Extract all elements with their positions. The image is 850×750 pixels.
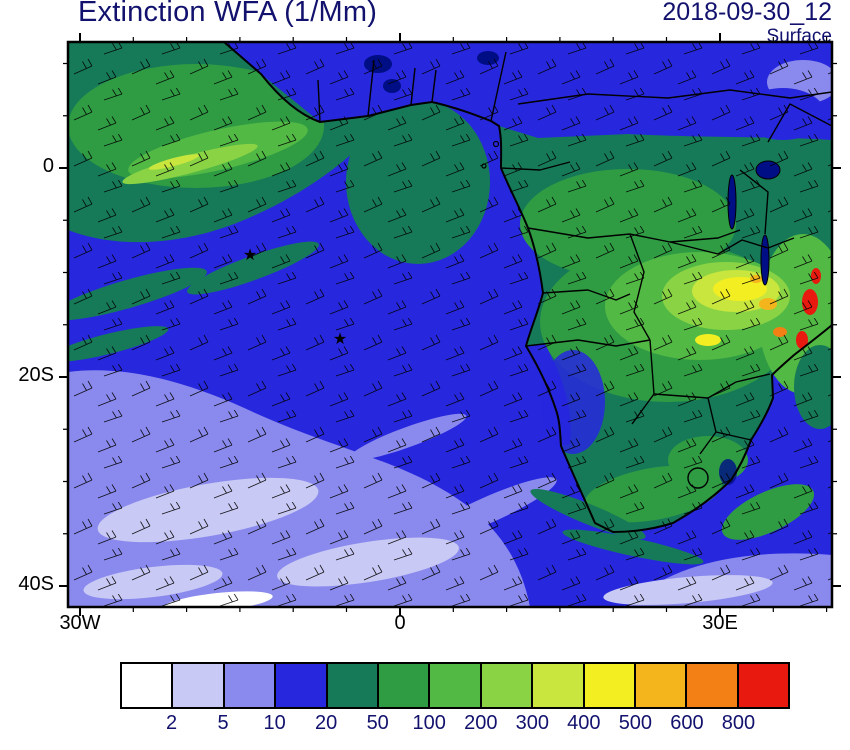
colorbar-tick-label: 400 <box>567 712 601 734</box>
colorbar-tick-label: 300 <box>515 712 549 734</box>
colorbar-cell <box>327 664 379 707</box>
colorbar-cell <box>430 664 482 707</box>
star-marker: ★ <box>333 331 347 348</box>
colorbar-cell <box>173 664 225 707</box>
y-tick-label-40s: 40S <box>18 573 54 595</box>
colorbar-tick-label: 100 <box>412 712 446 734</box>
star-marker: ★ <box>243 247 257 264</box>
colorbar-tick-label: 600 <box>670 712 704 734</box>
colorbar-cell <box>276 664 328 707</box>
colorbar-tick-label: 50 <box>366 712 389 734</box>
wind-barbs-overlay <box>68 42 832 607</box>
colorbar-cell <box>584 664 636 707</box>
colorbar <box>120 662 790 709</box>
colorbar-tick-label: 200 <box>464 712 498 734</box>
colorbar-tick-label: 5 <box>217 712 229 734</box>
colorbar-cell <box>533 664 585 707</box>
colorbar-cell <box>687 664 739 707</box>
station-markers: ★ ★ <box>243 247 347 348</box>
x-tick-label-0: 0 <box>394 612 406 634</box>
colorbar-tick-label: 800 <box>721 712 756 734</box>
colorbar-tick-label: 10 <box>263 712 286 734</box>
colorbar-cell <box>738 664 789 707</box>
x-tick-label-30e: 30E <box>702 612 738 634</box>
plot-title: Extinction WFA (1/Mm) <box>78 0 378 28</box>
colorbar-cell <box>224 664 277 707</box>
colorbar-labels: 2 5 10 20 50 100 200 300 400 500 600 800 <box>120 712 790 740</box>
x-tick-label-30w: 30W <box>59 612 101 634</box>
map-content: ★ ★ <box>68 42 832 607</box>
colorbar-cell <box>481 664 534 707</box>
colorbar-tick-label: 2 <box>165 712 178 734</box>
colorbar-cell <box>635 664 688 707</box>
colorbar-tick-label: 500 <box>618 712 653 734</box>
colorbar-tick-label: 20 <box>315 712 338 734</box>
map-canvas: ★ ★ <box>59 33 841 616</box>
colorbar-cell <box>378 664 431 707</box>
y-tick-label-0: 0 <box>42 155 54 177</box>
timestamp-label: 2018-09-30_12 <box>662 0 832 26</box>
y-tick-label-20s: 20S <box>18 364 54 386</box>
colorbar-cell <box>122 664 174 707</box>
axis-ticks <box>59 33 841 616</box>
